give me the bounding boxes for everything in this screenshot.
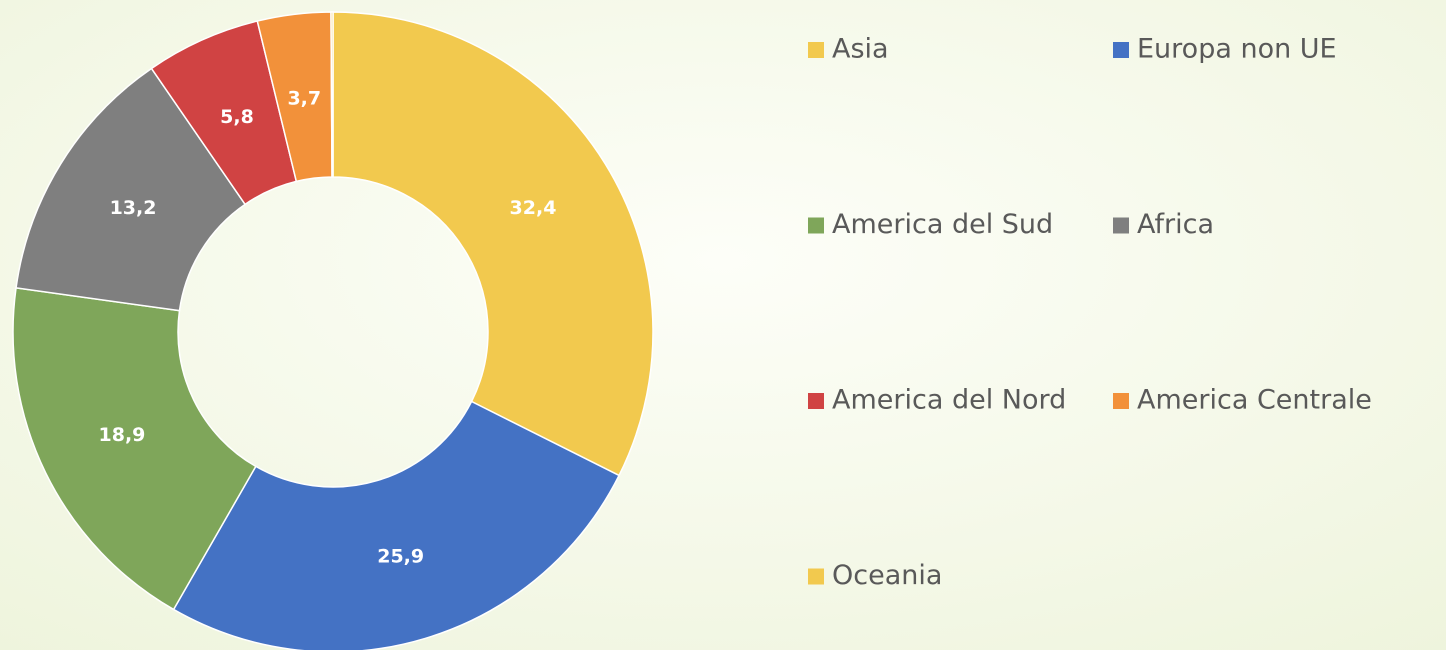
donut-segment bbox=[330, 11, 334, 178]
legend-swatch bbox=[808, 393, 824, 409]
data-label: 25,9 bbox=[377, 546, 424, 568]
legend-swatch bbox=[808, 42, 824, 58]
legend-label: America Centrale bbox=[1137, 385, 1372, 416]
legend-swatch bbox=[1113, 217, 1129, 234]
legend-label: Asia bbox=[832, 34, 889, 65]
legend-label: Europa non UE bbox=[1137, 34, 1337, 65]
legend-label: America del Nord bbox=[832, 385, 1066, 416]
legend-swatch bbox=[808, 568, 824, 585]
donut-segment bbox=[12, 287, 257, 611]
legend-swatch bbox=[808, 217, 824, 234]
data-label: 18,9 bbox=[99, 424, 146, 446]
donut-segment bbox=[15, 67, 247, 312]
legend-swatch bbox=[1113, 393, 1129, 409]
legend-label: Africa bbox=[1137, 209, 1214, 240]
legend-label: America del Sud bbox=[832, 209, 1053, 240]
data-label: 13,2 bbox=[110, 197, 157, 219]
data-label: 5,8 bbox=[220, 106, 254, 128]
data-label: 32,4 bbox=[510, 197, 557, 219]
donut-segment bbox=[172, 400, 621, 650]
donut-segment bbox=[332, 11, 654, 477]
legend-label: Oceania bbox=[832, 560, 942, 591]
data-label: 3,7 bbox=[287, 87, 321, 109]
legend-swatch bbox=[1113, 42, 1129, 58]
